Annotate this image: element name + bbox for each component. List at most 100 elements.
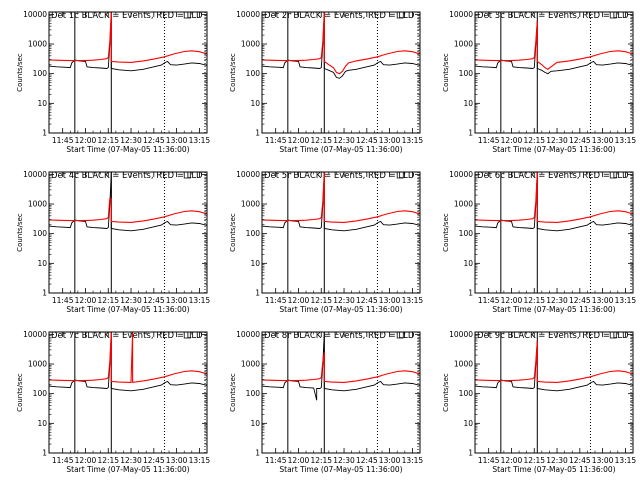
x-tick-label: 12:45 [356, 136, 378, 145]
x-tick-label: 12:00 [75, 296, 97, 305]
x-tick-label: 13:00 [379, 456, 401, 465]
x-tick-label: 13:15 [615, 456, 637, 465]
x-tick-label: 12:45 [356, 296, 378, 305]
x-tick-label: 12:15 [523, 296, 545, 305]
lld-series-line [48, 198, 208, 223]
y-tick-label: 1 [42, 449, 47, 458]
events-series-line [474, 20, 634, 75]
x-tick-label: 13:15 [402, 136, 424, 145]
x-tick-label: 13:15 [189, 296, 211, 305]
lld-series-line [474, 340, 634, 383]
x-axis-label: Start Time (07-May-05 11:36:00) [66, 465, 189, 474]
lld-series-line [261, 352, 421, 383]
x-tick-label: 12:15 [97, 136, 119, 145]
y-tick-label: 10000 [236, 10, 260, 19]
x-tick-label: 12:30 [333, 136, 355, 145]
x-tick-label: 12:00 [75, 456, 97, 465]
events-series-line [474, 340, 634, 392]
panel-5: Det 5r BLACK = Events, RED = LLD 1 10 100 10… [229, 170, 423, 314]
x-tick-label: 12:00 [501, 296, 523, 305]
legend-bracket [183, 172, 191, 179]
panel-4: Det 4c BLACK = Events, RED = LLD 1 10 100 10… [16, 170, 210, 314]
y-axis-label: Counts/sec [442, 53, 450, 92]
x-tick-label: 12:00 [501, 456, 523, 465]
x-axis-label: Start Time (07-May-05 11:36:00) [279, 305, 402, 314]
panel-title: Det 8r BLACK = Events, RED = LLD [264, 331, 415, 341]
y-tick-label: 1 [42, 289, 47, 298]
y-tick-label: 100 [246, 229, 261, 238]
x-axis-label: Start Time (07-May-05 11:36:00) [66, 305, 189, 314]
legend-bracket [396, 172, 404, 179]
x-tick-label: 13:15 [615, 136, 637, 145]
panel-2: Det 2r BLACK = Events, RED = LLD 1 10 100 10… [229, 10, 423, 154]
y-tick-label: 10 [37, 99, 47, 108]
y-tick-label: 100 [33, 229, 48, 238]
x-tick-label: 11:45 [52, 136, 74, 145]
panel-title: Det 9c BLACK = Events, RED = LLD [477, 331, 629, 341]
y-tick-label: 10 [463, 99, 473, 108]
x-axis-label: Start Time (07-May-05 11:36:00) [279, 465, 402, 474]
y-tick-label: 100 [459, 69, 474, 78]
y-axis-label: Counts/sec [16, 373, 24, 412]
x-tick-label: 11:45 [265, 136, 287, 145]
y-tick-label: 1 [468, 129, 473, 138]
x-axis-label: Start Time (07-May-05 11:36:00) [492, 465, 615, 474]
legend-bracket [183, 12, 191, 19]
x-tick-label: 13:00 [379, 136, 401, 145]
y-tick-label: 1000 [28, 200, 47, 209]
y-tick-label: 10 [250, 259, 260, 268]
y-tick-label: 1 [255, 129, 260, 138]
legend-bracket [396, 332, 404, 339]
plot-frame [261, 171, 421, 294]
panel-title: Det 3c BLACK = Events, RED = LLD [477, 11, 629, 21]
y-tick-label: 1000 [454, 40, 473, 49]
y-axis-label: Counts/sec [16, 53, 24, 92]
x-tick-label: 11:45 [478, 456, 500, 465]
x-tick-label: 13:00 [166, 136, 188, 145]
x-tick-label: 12:45 [569, 136, 591, 145]
x-tick-label: 12:45 [569, 296, 591, 305]
x-tick-label: 12:15 [310, 296, 332, 305]
y-tick-label: 1000 [454, 360, 473, 369]
x-tick-label: 12:30 [120, 456, 142, 465]
y-axis-label: Counts/sec [442, 373, 450, 412]
y-axis-label: Counts/sec [229, 213, 237, 252]
y-tick-label: 100 [459, 229, 474, 238]
y-tick-label: 10000 [23, 10, 47, 19]
plot-frame [48, 11, 208, 134]
x-tick-label: 12:30 [120, 296, 142, 305]
y-tick-label: 10 [250, 99, 260, 108]
y-tick-label: 10000 [449, 10, 473, 19]
y-tick-label: 10000 [23, 330, 47, 339]
panel-title: Det 2r BLACK = Events, RED = LLD [264, 11, 415, 21]
y-tick-label: 1 [468, 289, 473, 298]
x-tick-label: 12:30 [546, 136, 568, 145]
x-tick-label: 12:45 [569, 456, 591, 465]
legend-bracket [396, 12, 404, 19]
panel-1: Det 1c BLACK = Events, RED = LLD 1 10 100 10… [16, 10, 210, 154]
y-tick-label: 100 [33, 69, 48, 78]
x-tick-label: 11:45 [478, 296, 500, 305]
x-tick-label: 11:45 [265, 296, 287, 305]
y-axis-label: Counts/sec [442, 213, 450, 252]
y-tick-label: 10000 [23, 170, 47, 179]
x-tick-label: 13:00 [166, 296, 188, 305]
x-tick-label: 12:45 [143, 136, 165, 145]
y-tick-label: 10 [37, 419, 47, 428]
x-tick-label: 12:45 [356, 456, 378, 465]
x-tick-label: 13:00 [379, 296, 401, 305]
y-axis-label: Counts/sec [229, 373, 237, 412]
x-tick-label: 12:45 [143, 456, 165, 465]
y-tick-label: 1000 [28, 360, 47, 369]
y-tick-label: 10 [250, 419, 260, 428]
y-tick-label: 1 [42, 129, 47, 138]
x-tick-label: 11:45 [52, 296, 74, 305]
y-axis-label: Counts/sec [16, 213, 24, 252]
plot-frame [474, 331, 634, 454]
y-tick-label: 10000 [236, 330, 260, 339]
y-tick-label: 1 [468, 449, 473, 458]
x-tick-label: 12:30 [333, 456, 355, 465]
y-axis-label: Counts/sec [229, 53, 237, 92]
x-tick-label: 12:15 [97, 456, 119, 465]
